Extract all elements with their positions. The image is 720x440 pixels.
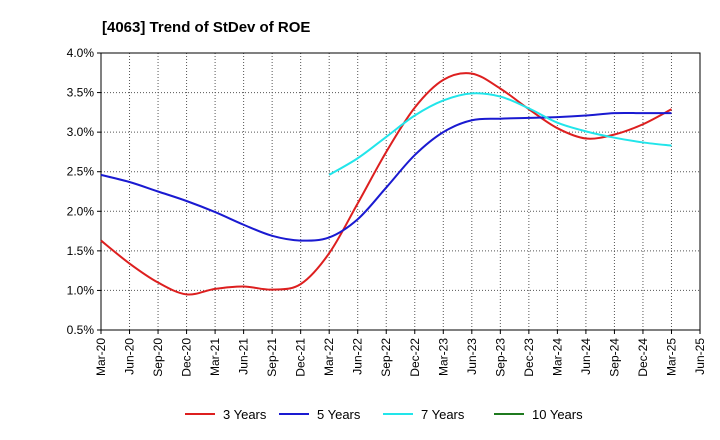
series-line-5-years xyxy=(100,111,672,242)
x-tick-label: Mar-22 xyxy=(322,338,336,376)
y-tick-label: 3.5% xyxy=(67,86,95,100)
x-axis: Mar-20 Jun-20 Sep-20 Dec-20 Mar-21 Jun-21 Sep-… xyxy=(94,330,707,377)
x-tick-label: Jun-25 xyxy=(693,338,707,375)
y-tick-label: 2.0% xyxy=(67,204,95,218)
y-tick-label: 1.0% xyxy=(67,283,95,297)
series-lines xyxy=(100,72,672,296)
x-tick-label: Sep-24 xyxy=(607,338,621,377)
x-tick-label: Jun-24 xyxy=(579,338,593,375)
y-tick-label: 3.0% xyxy=(67,125,95,139)
x-tick-label: Dec-24 xyxy=(636,338,650,377)
x-tick-label: Mar-21 xyxy=(208,338,222,376)
x-tick-label: Jun-23 xyxy=(465,338,479,375)
legend: 3 Years 5 Years 7 Years 10 Years xyxy=(185,407,583,422)
x-tick-label: Sep-22 xyxy=(379,338,393,377)
x-tick-label: Mar-20 xyxy=(94,338,108,376)
legend-label-5-years: 5 Years xyxy=(317,407,361,422)
grid xyxy=(101,53,700,330)
series-line-3-years xyxy=(100,72,672,296)
x-tick-label: Dec-23 xyxy=(522,338,536,377)
x-tick-label: Dec-21 xyxy=(294,338,308,377)
plot-area xyxy=(100,52,701,331)
x-tick-label: Jun-22 xyxy=(351,338,365,375)
legend-label-3-years: 3 Years xyxy=(223,407,267,422)
x-tick-label: Sep-21 xyxy=(265,338,279,377)
y-tick-label: 4.0% xyxy=(67,46,95,60)
y-tick-label: 1.5% xyxy=(67,244,95,258)
x-tick-label: Sep-20 xyxy=(151,338,165,377)
y-tick-label: 0.5% xyxy=(67,323,95,337)
x-tick-label: Mar-23 xyxy=(436,338,450,376)
y-tick-label: 2.5% xyxy=(67,165,95,179)
legend-label-10-years: 10 Years xyxy=(532,407,583,422)
x-tick-label: Dec-20 xyxy=(180,338,194,377)
chart-title: [4063] Trend of StDev of ROE xyxy=(102,19,310,36)
x-tick-label: Jun-20 xyxy=(123,338,137,375)
x-tick-label: Jun-21 xyxy=(237,338,251,375)
x-tick-label: Mar-25 xyxy=(664,338,678,376)
series-line-7-years xyxy=(328,92,672,176)
x-tick-label: Mar-24 xyxy=(550,338,564,376)
x-tick-label: Sep-23 xyxy=(493,338,507,377)
y-axis: 0.5% 1.0% 1.5% 2.0% 2.5% 3.0% 3.5% 4.0% xyxy=(67,46,101,337)
legend-label-7-years: 7 Years xyxy=(421,407,465,422)
x-tick-label: Dec-22 xyxy=(408,338,422,377)
